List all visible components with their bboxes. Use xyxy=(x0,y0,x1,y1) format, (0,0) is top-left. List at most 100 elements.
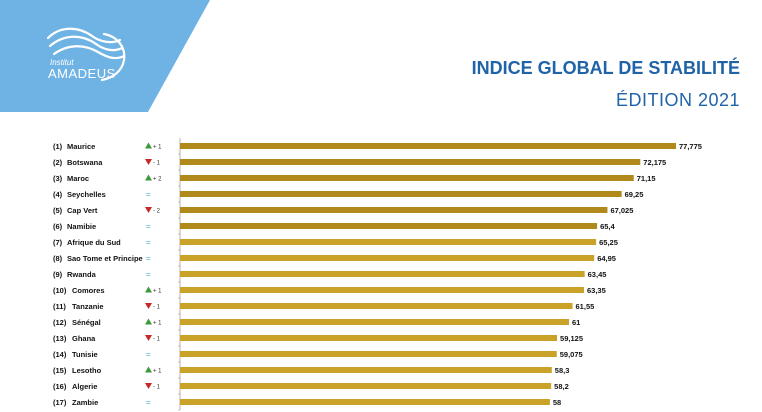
bar xyxy=(180,223,598,229)
bar xyxy=(180,239,597,245)
rank-change-label: - 1 xyxy=(153,385,161,391)
page-title: INDICE GLOBAL DE STABILITÉ xyxy=(471,58,740,78)
value-label: 58 xyxy=(553,398,561,407)
bar xyxy=(180,367,552,373)
rank-change-label: + 1 xyxy=(153,321,162,327)
rank-label: (3) xyxy=(53,174,63,183)
rank-label: (8) xyxy=(53,254,63,263)
rank-equal-label: = xyxy=(146,270,151,279)
value-label: 65,4 xyxy=(600,222,615,231)
rank-label: (2) xyxy=(53,158,63,167)
value-label: 71,15 xyxy=(637,174,656,183)
bar xyxy=(180,319,570,325)
country-label: Afrique du Sud xyxy=(67,238,121,247)
rank-label: (12) xyxy=(53,318,67,327)
value-label: 63,35 xyxy=(587,286,606,295)
logo-text-amadeus: AMADEUS xyxy=(48,66,116,81)
country-label: Botswana xyxy=(67,158,103,167)
trend-down-icon xyxy=(145,303,152,309)
rank-label: (16) xyxy=(53,382,67,391)
value-label: 61 xyxy=(572,318,580,327)
rank-label: (13) xyxy=(53,334,67,343)
trend-up-icon xyxy=(145,366,152,373)
value-label: 77,775 xyxy=(679,142,702,151)
country-label: Tunisie xyxy=(72,350,98,359)
country-label: Seychelles xyxy=(67,190,106,199)
rank-label: (5) xyxy=(53,206,63,215)
country-label: Sénégal xyxy=(72,318,101,327)
rank-change-label: + 1 xyxy=(153,369,162,375)
rank-label: (7) xyxy=(53,238,63,247)
value-label: 61,55 xyxy=(576,302,595,311)
rank-change-label: + 1 xyxy=(153,289,162,295)
rank-equal-label: = xyxy=(146,350,151,359)
trend-down-icon xyxy=(145,335,152,341)
rank-change-label: - 1 xyxy=(153,337,161,343)
trend-down-icon xyxy=(145,159,152,165)
bar xyxy=(180,191,622,197)
page-subtitle: ÉDITION 2021 xyxy=(615,90,740,110)
rank-equal-label: = xyxy=(146,238,151,247)
trend-up-icon xyxy=(145,286,152,293)
trend-up-icon xyxy=(145,174,152,181)
bar xyxy=(180,143,676,149)
value-label: 58,2 xyxy=(554,382,569,391)
value-label: 67,025 xyxy=(610,206,633,215)
value-label: 59,125 xyxy=(560,334,583,343)
country-label: Zambie xyxy=(72,398,98,407)
value-label: 63,45 xyxy=(588,270,607,279)
country-label: Rwanda xyxy=(67,270,97,279)
waves-logo-icon xyxy=(46,27,126,82)
bar xyxy=(180,399,550,405)
rank-change-label: - 1 xyxy=(153,161,161,167)
bar xyxy=(180,383,552,389)
country-label: Cap Vert xyxy=(67,206,98,215)
rank-label: (11) xyxy=(53,302,66,311)
country-label: Maurice xyxy=(67,142,95,151)
rank-equal-label: = xyxy=(146,222,151,231)
trend-down-icon xyxy=(145,383,152,389)
country-label: Ghana xyxy=(72,334,96,343)
value-label: 58,3 xyxy=(555,366,570,375)
rank-change-label: + 2 xyxy=(153,177,162,183)
rank-label: (17) xyxy=(53,398,67,407)
country-label: Namibie xyxy=(67,222,96,231)
rank-label: (1) xyxy=(53,142,63,151)
rank-change-label: - 2 xyxy=(153,209,161,215)
bar xyxy=(180,335,558,341)
rank-equal-label: = xyxy=(146,254,151,263)
trend-down-icon xyxy=(145,207,152,213)
logo-text-institut: Institut xyxy=(50,58,74,67)
rank-equal-label: = xyxy=(146,190,151,199)
bar xyxy=(180,351,557,357)
value-label: 64,95 xyxy=(597,254,616,263)
rank-equal-label: = xyxy=(146,398,151,407)
bar xyxy=(180,271,585,277)
rank-label: (4) xyxy=(53,190,63,199)
country-label: Sao Tome et Principe xyxy=(67,254,143,263)
bar xyxy=(180,287,585,293)
rank-label: (10) xyxy=(53,286,67,295)
trend-up-icon xyxy=(145,318,152,325)
bar xyxy=(180,303,573,309)
bar xyxy=(180,159,641,165)
logo-panel xyxy=(0,0,210,112)
rank-label: (14) xyxy=(53,350,67,359)
bar xyxy=(180,207,608,213)
country-label: Maroc xyxy=(67,174,89,183)
rank-change-label: - 1 xyxy=(153,305,161,311)
country-label: Tanzanie xyxy=(72,302,104,311)
rank-label: (9) xyxy=(53,270,63,279)
country-label: Lesotho xyxy=(72,366,102,375)
bar xyxy=(180,175,634,181)
country-label: Comores xyxy=(72,286,105,295)
value-label: 69,25 xyxy=(625,190,644,199)
trend-up-icon xyxy=(145,142,152,149)
bar xyxy=(180,255,595,261)
rank-label: (6) xyxy=(53,222,63,231)
value-label: 59,075 xyxy=(560,350,583,359)
rank-change-label: + 1 xyxy=(153,145,162,151)
value-label: 65,25 xyxy=(599,238,618,247)
country-label: Algerie xyxy=(72,382,97,391)
